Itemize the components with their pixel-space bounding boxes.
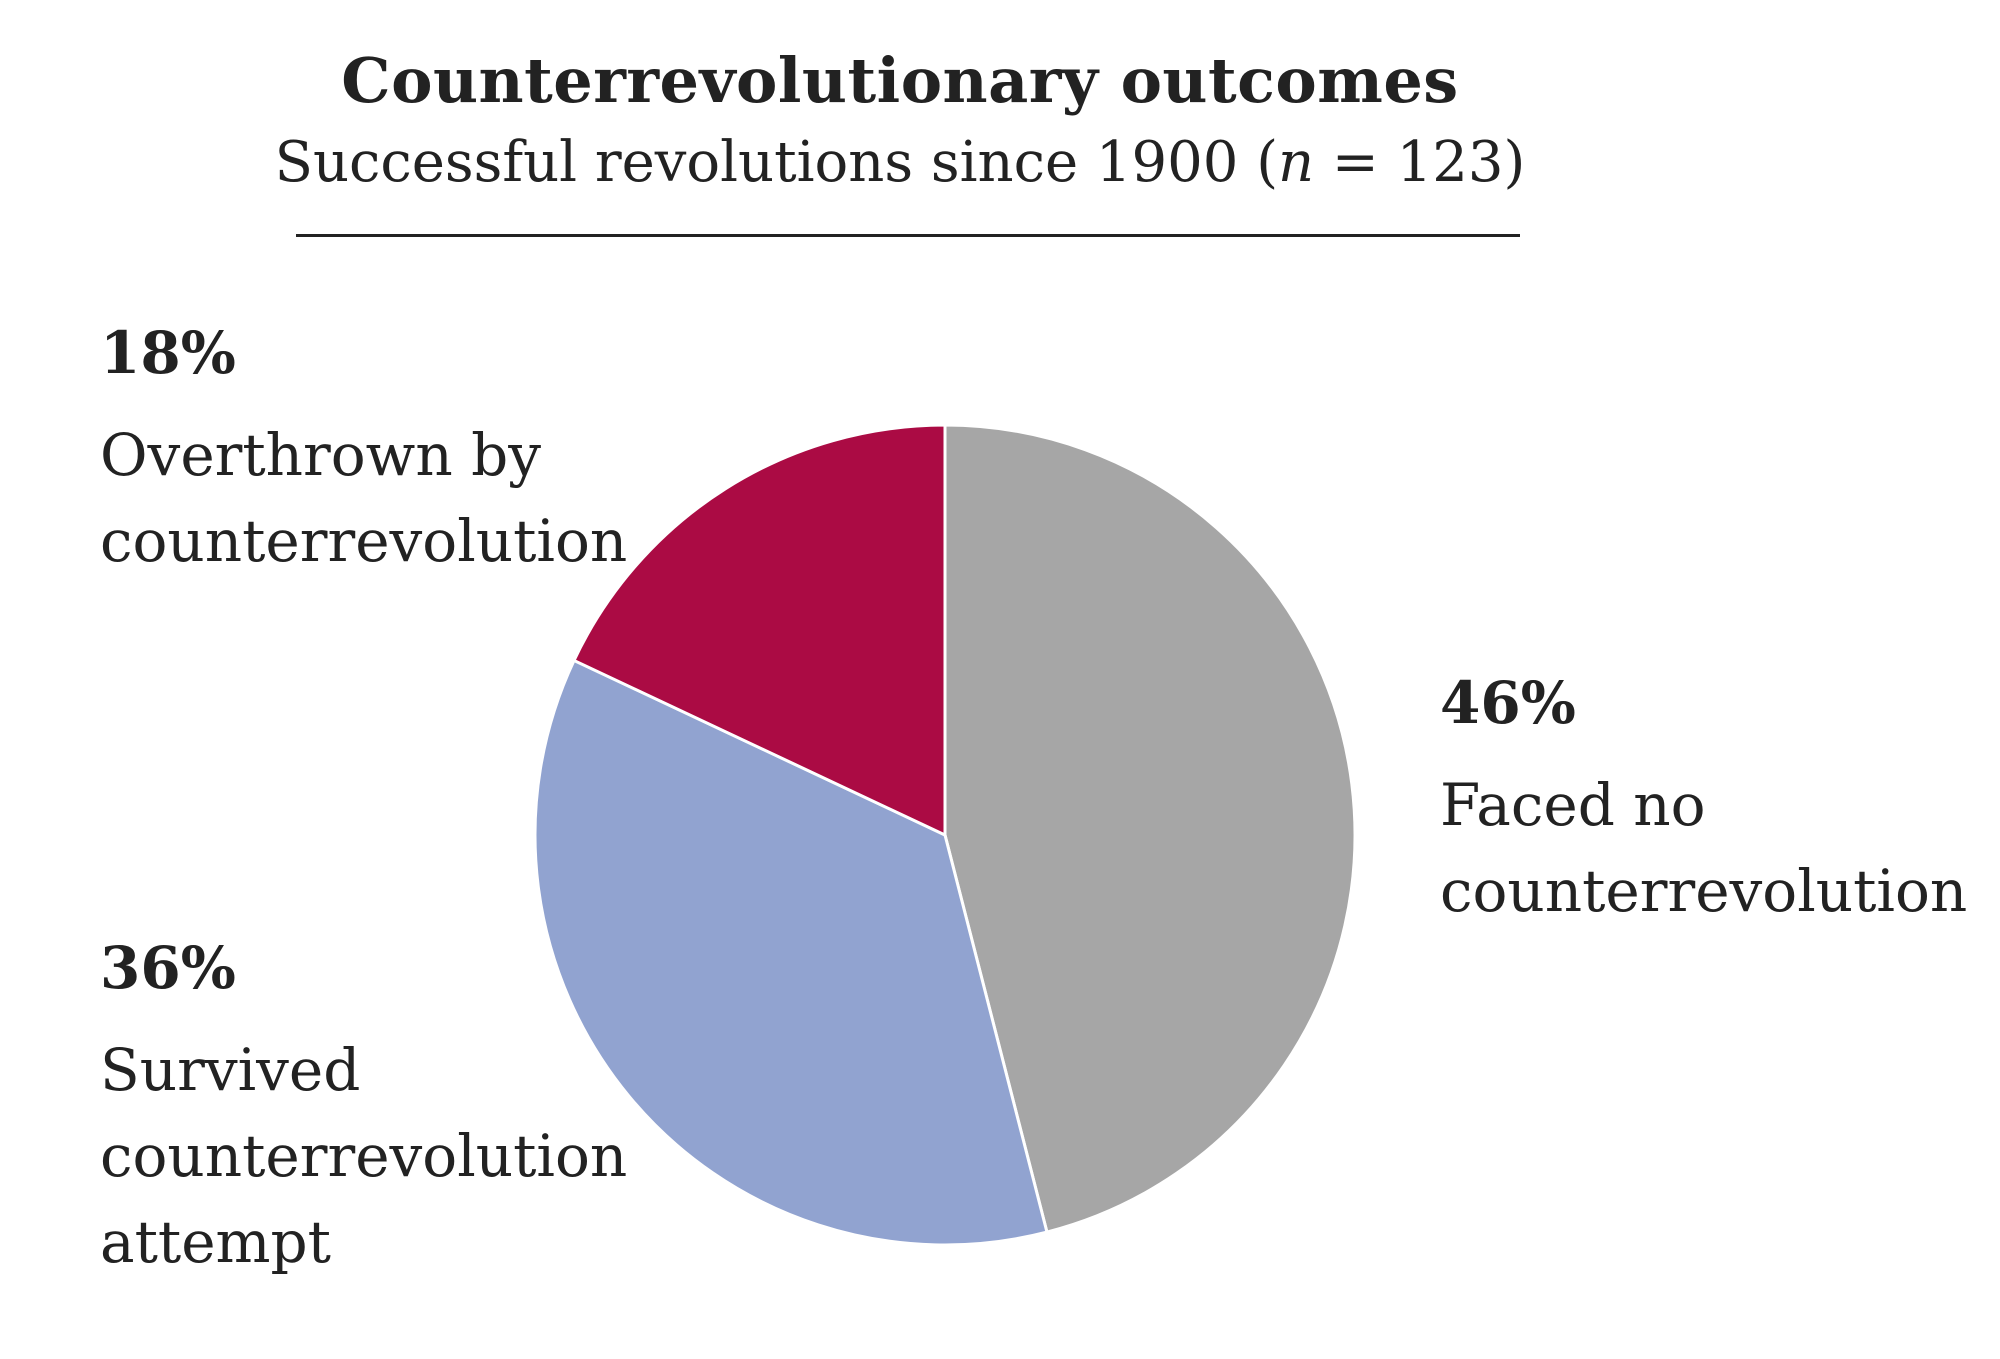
- text-survived-counterrevolution-attempt: Survived counterrevolution attempt: [100, 1036, 628, 1276]
- label-survived-counterrevolution-attempt: 36% Survived counterrevolution attempt: [100, 925, 627, 1285]
- chart-subtitle: Successful revolutions since 1900 (n = 1…: [0, 130, 1800, 195]
- slice-faced-no-counterrevolution: [943, 423, 1357, 1234]
- subtitle-text: Successful revolutions since 1900 (: [274, 130, 1279, 195]
- label-faced-no-counterrevolution: 46% Faced no counterrevolution: [1440, 660, 1967, 934]
- percent-faced-no-counterrevolution: 46%: [1440, 669, 1576, 737]
- subtitle-count: = 123): [1314, 130, 1526, 195]
- text-overthrown-by-counterrevolution: Overthrown by counterrevolution: [100, 421, 628, 575]
- percent-survived-counterrevolution-attempt: 36%: [100, 934, 236, 1002]
- percent-overthrown-by-counterrevolution: 18%: [100, 319, 236, 387]
- subtitle-n: n: [1278, 130, 1315, 195]
- slice-overthrown-by-counterrevolution: [572, 423, 947, 838]
- label-overthrown-by-counterrevolution: 18% Overthrown by counterrevolution: [100, 310, 627, 584]
- title-rule: [296, 234, 1520, 237]
- slice-survived-counterrevolution-attempt: [533, 658, 1049, 1247]
- text-faced-no-counterrevolution: Faced no counterrevolution: [1440, 771, 1968, 925]
- chart-title: Counterrevolutionary outcomes: [341, 44, 1459, 117]
